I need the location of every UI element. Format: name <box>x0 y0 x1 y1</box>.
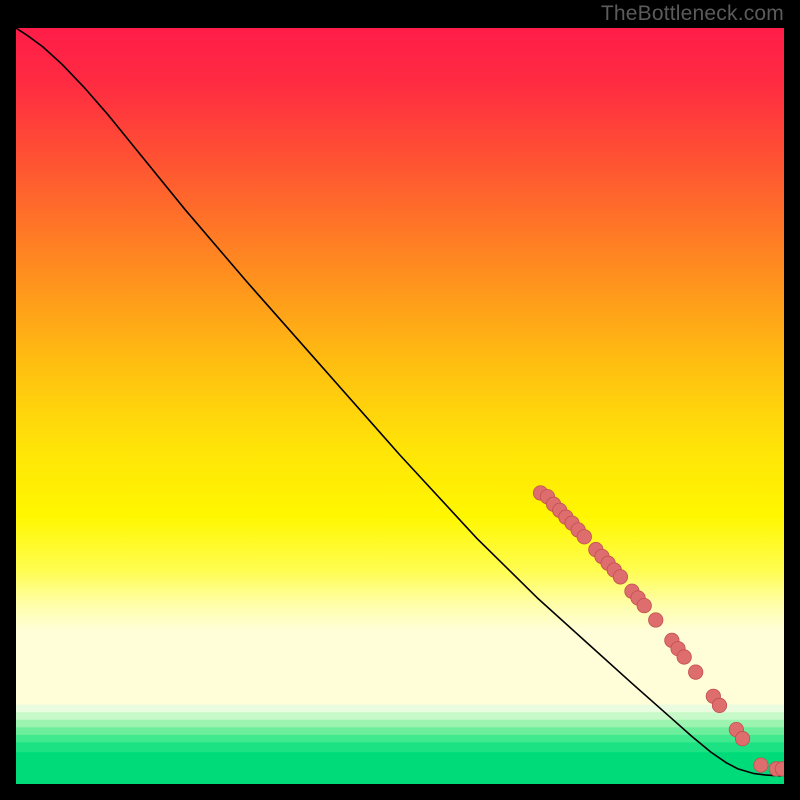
chart-area <box>16 28 784 784</box>
watermark-text: TheBottleneck.com <box>601 2 784 26</box>
chart-svg <box>16 28 784 784</box>
